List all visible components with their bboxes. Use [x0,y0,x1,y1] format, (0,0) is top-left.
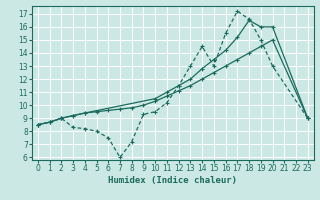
X-axis label: Humidex (Indice chaleur): Humidex (Indice chaleur) [108,176,237,185]
